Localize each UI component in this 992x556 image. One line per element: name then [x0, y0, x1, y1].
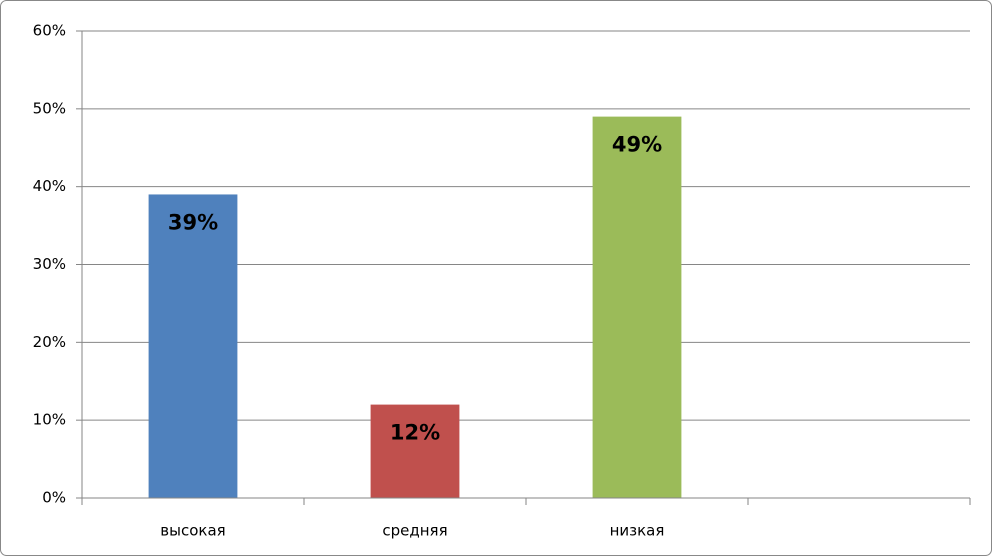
y-tick-label: 20% [33, 333, 66, 351]
x-tick-label: низкая [610, 522, 665, 540]
bar [592, 116, 682, 498]
y-tick-label: 40% [33, 177, 66, 195]
bar [148, 194, 238, 498]
y-tick-label: 60% [33, 22, 66, 40]
value-label: 39% [168, 210, 218, 234]
y-tick-label: 10% [33, 411, 66, 429]
x-tick-label: средняя [382, 522, 447, 540]
value-label: 12% [390, 421, 440, 445]
y-tick-label: 50% [33, 99, 66, 117]
value-label: 49% [612, 133, 662, 157]
x-tick-label: высокая [160, 522, 225, 540]
y-tick-label: 30% [33, 255, 66, 273]
y-tick-label: 0% [42, 489, 66, 507]
bar [370, 404, 460, 498]
